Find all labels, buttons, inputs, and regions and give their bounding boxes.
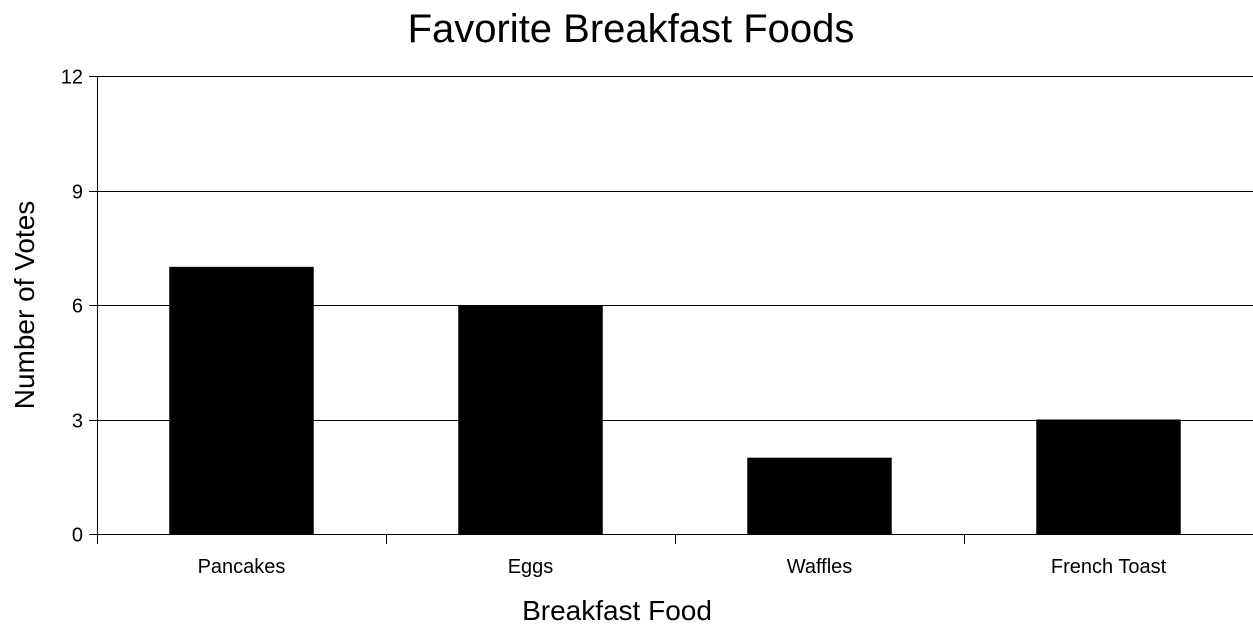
y-axis-title: Number of Votes [9,201,40,410]
x-axis-title: Breakfast Food [522,595,712,624]
y-tick-labels: 0 3 6 9 12 [61,67,83,547]
chart-title: Favorite Breakfast Foods [408,7,855,51]
x-tick-label: French Toast [1051,556,1167,578]
axes [89,76,1253,544]
x-tick-labels: Pancakes Eggs Waffles French Toast [198,556,1167,578]
y-tick-label: 3 [72,411,83,433]
y-tick-label: 0 [72,525,83,547]
bar [458,305,603,534]
bar [747,457,892,534]
x-tick-label: Waffles [787,556,853,578]
bar [1036,419,1181,534]
bars [169,266,1181,534]
y-tick-label: 6 [72,296,83,318]
x-tick-label: Pancakes [198,556,286,578]
bar [169,266,314,534]
y-tick-label: 9 [72,182,83,204]
x-tick-label: Eggs [508,556,554,578]
y-tick-label: 12 [61,67,83,89]
